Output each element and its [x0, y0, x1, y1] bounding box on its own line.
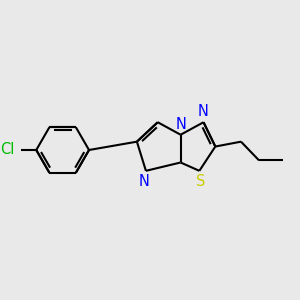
Text: N: N	[175, 117, 186, 132]
Text: S: S	[196, 174, 206, 189]
Text: Cl: Cl	[0, 142, 15, 158]
Text: N: N	[198, 104, 209, 119]
Text: N: N	[139, 174, 150, 189]
